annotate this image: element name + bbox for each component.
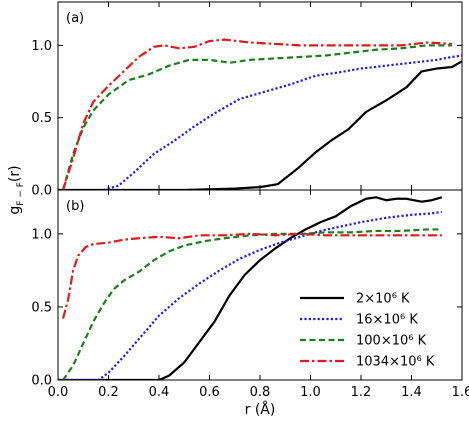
series-line-1 [103, 54, 462, 190]
x-tick-label: 0.8 [250, 385, 271, 400]
y-axis-title: gF − F(r) [7, 165, 26, 214]
y-axis-title-subscript: F − F [16, 182, 26, 206]
plot-frame [57, 189, 463, 381]
x-axis-title: r (Å) [245, 401, 276, 418]
x-tick-label: 1.4 [401, 385, 422, 400]
panel-label: (b) [66, 199, 84, 214]
legend-label-0: 2×10⁶ K [356, 292, 410, 307]
panel-b: 0.0 0.2 0.4 0.6 0.8 1.0 1.2 1.4 1.6 0.0 0.5 1.0 (b) r… [31, 189, 469, 418]
x-tick-label: 1.2 [351, 385, 372, 400]
x-tick-label: 0.6 [199, 385, 220, 400]
series-line-0 [58, 196, 443, 380]
x-tick-label: 1.0 [300, 385, 321, 400]
x-tick-label: 0.4 [149, 385, 170, 400]
legend-label-2: 100×10⁶ K [356, 334, 427, 349]
panel-a: 0.0 0.5 1.0 (a) [31, 1, 463, 199]
series-line-0 [58, 60, 462, 190]
legend: 2×10⁶ K 16×10⁶ K 100×10⁶ K 1034×10⁶ K [300, 292, 435, 370]
y-tick-label: 0.0 [31, 374, 52, 389]
series-line-1 [58, 210, 442, 380]
plot-frame [57, 1, 463, 191]
y-tick-label: 0.5 [31, 111, 52, 126]
series-line-2 [62, 228, 442, 380]
legend-label-1: 16×10⁶ K [356, 313, 418, 328]
y-tick-label: 0.0 [31, 184, 52, 199]
legend-label-3: 1034×10⁶ K [356, 355, 435, 370]
series-line-3 [62, 38, 452, 190]
x-tick-label: 1.6 [452, 385, 469, 400]
panel-label: (a) [66, 11, 84, 26]
series-line-3 [61, 232, 442, 319]
x-tick-label: 0.0 [48, 385, 69, 400]
y-axis-title-suffix: (r) [7, 165, 23, 182]
y-tick-label: 1.0 [31, 39, 52, 54]
y-axis-title-main: g [7, 206, 23, 215]
y-tick-label: 0.5 [31, 300, 52, 315]
x-tick-label: 0.2 [98, 385, 119, 400]
y-tick-label: 1.0 [31, 227, 52, 242]
series-line-2 [61, 44, 452, 190]
